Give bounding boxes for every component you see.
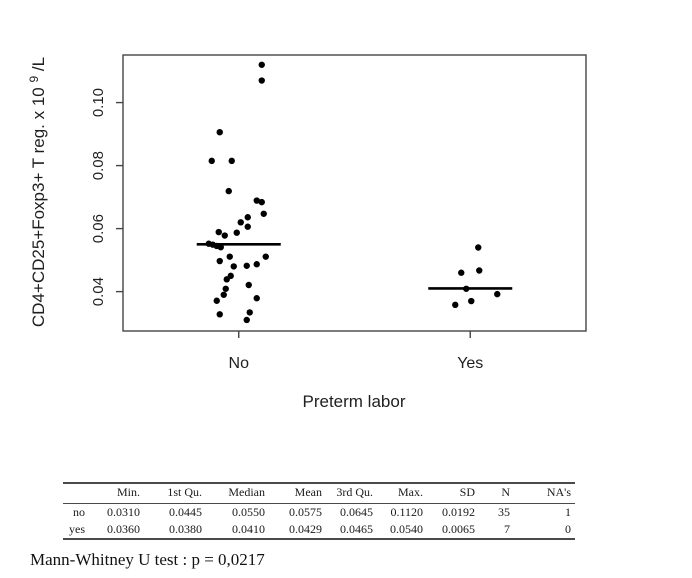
row-label: no (73, 505, 85, 519)
y-axis-title: CD4+CD25+Foxp3+ T reg. x 10 9 /L (23, 57, 48, 327)
stat-cell: 0.0645 (340, 505, 373, 519)
data-point-no (244, 214, 251, 221)
col-header-3rd-qu: 3rd Qu. (322, 483, 373, 504)
stat-cell: 0.0575 (289, 505, 322, 519)
stat-cell: 0.0380 (169, 522, 202, 536)
stat-cell: 0.0310 (107, 505, 140, 519)
data-point-yes (452, 301, 459, 309)
data-point-no (208, 157, 215, 165)
stat-cell: 0.1120 (390, 505, 423, 519)
y-tick-label: 0.06 (90, 214, 107, 243)
stat-cell: 0.0550 (232, 505, 265, 519)
x-axis: No Yes (229, 331, 483, 372)
data-point-no (244, 223, 251, 230)
stat-cell: 0.0429 (289, 522, 322, 536)
data-point-no (262, 253, 269, 260)
data-point-no (222, 285, 229, 292)
data-point-yes (463, 285, 470, 292)
stat-cell: 0.0360 (107, 522, 140, 536)
col-header-median: Median (202, 483, 265, 504)
stat-cell: 0.0192 (442, 505, 475, 519)
data-point-no (253, 295, 260, 302)
data-point-no (228, 157, 235, 165)
data-point-no (216, 311, 223, 318)
summary-stats-table: Min. 1st Qu. Median Mean 3rd Qu. Max. SD… (63, 482, 575, 540)
data-point-no (258, 198, 265, 206)
y-tick-label: 0.08 (90, 151, 107, 180)
data-point-no (243, 316, 250, 324)
table-row-no: no 0.0310 0.0445 0.0550 0.0575 0.0645 0.… (63, 504, 575, 522)
data-point-no (260, 210, 267, 217)
y-tick-label: 0.10 (90, 88, 107, 117)
data-point-yes (458, 269, 465, 276)
data-point-no (243, 262, 250, 269)
data-point-yes (494, 290, 501, 298)
stat-cell: 0.0065 (442, 522, 475, 536)
stat-cell: 35 (498, 505, 510, 519)
col-header-sd: SD (423, 483, 475, 504)
stat-cell: 0.0445 (169, 505, 202, 519)
stat-cell: 1 (565, 505, 571, 519)
data-point-no (226, 253, 233, 260)
col-header-nas: NA's (510, 483, 575, 504)
data-point-no (213, 297, 220, 304)
y-axis-title-base: CD4+CD25+Foxp3+ T reg. x 10 (29, 87, 48, 327)
data-point-no (221, 232, 228, 239)
col-header-n: N (475, 483, 510, 504)
stat-cell: 0 (565, 522, 571, 536)
mann-whitney-result: Mann-Whitney U test : p = 0,0217 (30, 550, 265, 569)
y-tick-label: 0.04 (90, 277, 107, 306)
y-axis-title-superscript: 9 (27, 76, 41, 83)
data-point-no (225, 187, 232, 195)
data-point-no (217, 243, 224, 251)
data-point-no (230, 263, 237, 270)
stat-cell: 7 (504, 522, 510, 536)
data-point-no (253, 197, 260, 204)
data-point-no (233, 229, 240, 236)
data-point-no (215, 228, 222, 236)
table-row-yes: yes 0.0360 0.0380 0.0410 0.0429 0.0465 0… (63, 521, 575, 539)
stat-cell: 0.0410 (232, 522, 265, 536)
data-point-no (258, 77, 265, 84)
data-point-no (220, 291, 227, 298)
col-header-min: Min. (85, 483, 140, 504)
col-header-mean: Mean (265, 483, 322, 504)
data-point-no (216, 128, 223, 136)
stat-cell: 0.0540 (390, 522, 423, 536)
x-tick-label-no: No (229, 355, 250, 372)
y-axis: 0.04 0.06 0.08 0.10 (90, 88, 123, 306)
data-point-no (245, 281, 252, 289)
data-point-no (246, 309, 253, 316)
data-point-yes (476, 267, 483, 274)
col-header-1st-qu: 1st Qu. (140, 483, 202, 504)
plot-frame (122, 54, 587, 332)
stat-cell: 0.0465 (340, 522, 373, 536)
data-point-yes (468, 297, 475, 305)
x-tick-label-yes: Yes (457, 355, 483, 372)
data-point-no (253, 261, 260, 268)
data-point-no (216, 257, 223, 265)
data-point-no (258, 61, 265, 68)
table-header-row: Min. 1st Qu. Median Mean 3rd Qu. Max. SD… (63, 483, 575, 504)
col-header-empty (63, 483, 85, 504)
x-axis-title: Preterm labor (303, 392, 406, 411)
strip-chart: 0.04 0.06 0.08 0.10 No Yes CD4+CD25+Foxp3+ T… (23, 54, 587, 411)
row-label: yes (69, 522, 85, 536)
data-layer (196, 61, 513, 324)
data-point-no (223, 276, 230, 283)
y-axis-title-tail: /L (29, 57, 48, 71)
data-point-no (237, 219, 244, 226)
col-header-max: Max. (373, 483, 423, 504)
data-point-yes (475, 244, 482, 251)
